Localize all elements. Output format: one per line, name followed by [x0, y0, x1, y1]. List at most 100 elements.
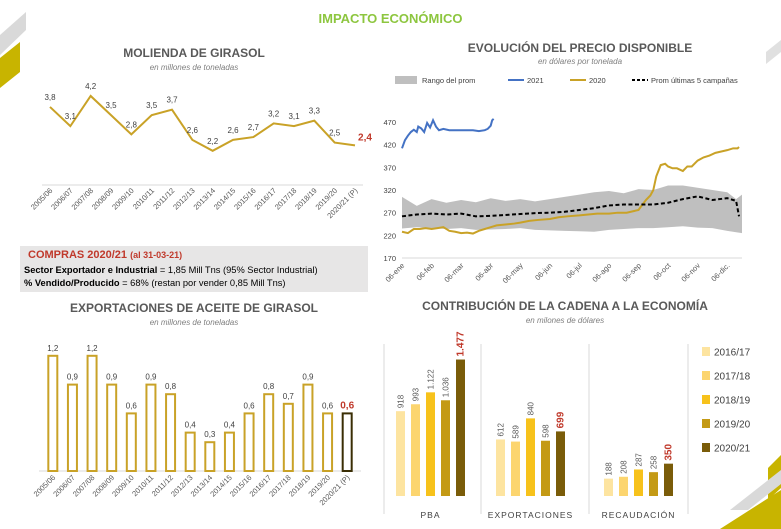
molienda-data-label: 3,5: [146, 101, 158, 110]
molienda-series-line: [49, 94, 356, 152]
exportaciones-data-label: 0,3: [204, 430, 216, 439]
precio-y-tick-label: 320: [383, 186, 396, 195]
exportaciones-data-label: 0,7: [283, 392, 295, 401]
molienda-data-label: 4,2: [85, 82, 97, 91]
exportaciones-bar: [341, 412, 353, 472]
contribucion-category-label: EXPORTACIONES: [488, 510, 573, 520]
compras-title-line: COMPRAS 2020/21 (al 31-03-21): [28, 249, 182, 261]
exportaciones-bar: [165, 393, 177, 472]
contribucion-legend-label: 2018/19: [714, 396, 751, 407]
precio-series-line-prom: [401, 195, 741, 218]
precio-x-tick-label: 06-nov: [679, 261, 702, 284]
molienda-x-tick-label: 2010/11: [131, 186, 156, 211]
contribucion-bar: [556, 431, 565, 496]
contribucion-legend-swatch: [702, 395, 710, 404]
contribucion-subtitle: en milones de dólares: [525, 316, 605, 325]
contribucion-bar: [396, 411, 405, 496]
exportaciones-bar: [204, 441, 216, 472]
legend-prom-label: Prom últimas 5 campañas: [651, 76, 738, 85]
exportaciones-data-label: 0,9: [302, 373, 314, 382]
molienda-data-label: 3,8: [44, 93, 56, 102]
contribucion-bar-chart: 918 993 1.122 1.036 1.477 PBA 612 589 840 598 699 E…: [383, 331, 751, 520]
contribucion-title: CONTRIBUCIÓN DE LA CADENA A LA ECONOMÍA: [422, 299, 708, 313]
exportaciones-bar: [223, 431, 235, 472]
molienda-data-label: 2,7: [248, 123, 260, 132]
exportaciones-title: EXPORTACIONES DE ACEITE DE GIRASOL: [69, 301, 319, 315]
exportaciones-bar: [86, 354, 98, 472]
contribucion-data-label: 208: [620, 460, 629, 474]
contribucion-bar: [441, 400, 450, 496]
contribucion-data-label: 258: [650, 455, 659, 469]
exportaciones-data-label: 0,6: [244, 401, 256, 410]
precio-x-tick-label: 06-sep: [620, 261, 643, 284]
contribucion-data-label: 1.122: [427, 369, 436, 390]
contribucion-legend-swatch: [702, 419, 710, 428]
molienda-title: MOLIENDA DE GIRASOL: [123, 46, 265, 60]
contribucion-bar: [456, 359, 465, 496]
molienda-data-label: 3,1: [65, 112, 77, 121]
contribucion-bar: [634, 469, 643, 496]
contribucion-data-label: 612: [497, 423, 506, 437]
contribucion-bar: [511, 441, 520, 496]
molienda-data-label: 2,4: [358, 132, 372, 143]
compras-title-note: (al 31-03-21): [130, 250, 183, 260]
contribucion-category-label: PBA: [420, 510, 440, 520]
contribucion-data-label: 589: [512, 425, 521, 439]
exportaciones-data-label: 0,8: [263, 382, 275, 391]
molienda-x-tick-label: 2009/10: [110, 186, 136, 212]
exportaciones-data-label: 1,2: [87, 344, 99, 353]
contribucion-bar: [541, 440, 550, 496]
exportaciones-bar: [106, 383, 118, 472]
molienda-subtitle: en millones de toneladas: [149, 63, 239, 72]
contribucion-bar: [604, 478, 613, 496]
contribucion-data-label: 840: [527, 401, 536, 415]
exportaciones-bar: [125, 412, 137, 472]
precio-y-tick-label: 370: [383, 163, 396, 172]
exportaciones-bar: [263, 393, 275, 472]
contribucion-bar: [411, 404, 420, 496]
contribucion-legend-label: 2020/21: [714, 444, 751, 455]
exportaciones-data-label: 0,4: [224, 421, 236, 430]
contribucion-bar: [649, 472, 658, 496]
precio-x-tick-label: 06-may: [501, 261, 525, 285]
contribucion-data-label: 1.036: [442, 377, 451, 398]
precio-y-tick-label: 420: [383, 141, 396, 150]
contribucion-data-label: 598: [542, 424, 551, 438]
contribucion-bar: [526, 418, 535, 496]
precio-series-line-2021: [401, 117, 495, 149]
precio-title: EVOLUCIÓN DEL PRECIO DISPONIBLE: [467, 41, 693, 55]
compras-line-2: % Vendido/Producido = 68% (restan por ve…: [24, 278, 286, 288]
contribucion-legend-swatch: [702, 347, 710, 356]
molienda-data-label: 3,2: [268, 109, 280, 118]
contribucion-bar: [619, 476, 628, 496]
precio-x-tick-label: 06-dic.: [709, 261, 731, 283]
exportaciones-bar: [184, 431, 196, 472]
exportaciones-bar: [302, 383, 314, 472]
exportaciones-data-label: 0,4: [185, 421, 197, 430]
molienda-data-label: 3,7: [166, 96, 178, 105]
exportaciones-bar: [145, 383, 157, 472]
contribucion-legend-label: 2017/18: [714, 372, 751, 383]
legend-2021-label: 2021: [527, 76, 544, 85]
contribucion-data-label: 287: [635, 453, 644, 467]
exportaciones-data-label: 0,6: [340, 400, 354, 411]
compras-line-1-bold: Sector Exportador e Industrial: [24, 265, 158, 275]
corner-decoration-top-left: [0, 12, 26, 88]
exportaciones-bar: [322, 412, 334, 472]
precio-x-tick-label: 06-feb: [415, 261, 436, 282]
page-title: IMPACTO ECONÓMICO: [318, 11, 463, 26]
contribucion-data-label: 188: [605, 462, 614, 476]
legend-band-label: Rango del prom: [422, 76, 475, 85]
precio-x-tick-label: 06-jul: [564, 261, 584, 281]
legend-2020-label: 2020: [589, 76, 606, 85]
molienda-data-label: 2,6: [227, 126, 239, 135]
exportaciones-data-label: 1,2: [47, 344, 59, 353]
compras-line-1: Sector Exportador e Industrial = 1,85 Mi…: [24, 265, 318, 275]
contribucion-legend-label: 2016/17: [714, 348, 751, 359]
precio-x-tick-label: 06-oct: [651, 260, 673, 282]
precio-line-chart: Rango del prom 2021 2020 Prom últimas 5 cam…: [383, 76, 742, 285]
compras-line-2-bold: % Vendido/Producido: [24, 278, 120, 288]
precio-x-tick-label: 06-ene: [384, 261, 407, 284]
molienda-data-label: 3,3: [309, 107, 321, 116]
precio-y-tick-label: 270: [383, 209, 396, 218]
